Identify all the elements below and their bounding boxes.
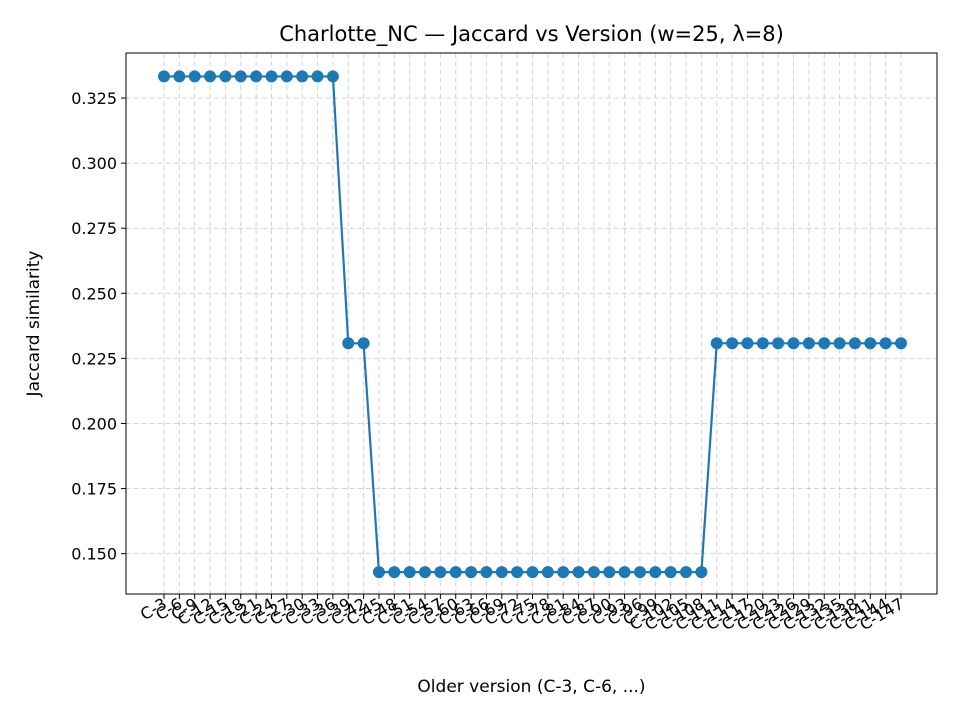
grid-layer	[126, 53, 937, 594]
data-point	[633, 566, 646, 579]
data-point	[864, 337, 877, 350]
y-tick-label: 0.250	[71, 284, 117, 303]
data-point	[357, 337, 370, 350]
data-point	[818, 337, 831, 350]
data-point	[326, 70, 339, 83]
data-point	[879, 337, 892, 350]
data-point	[756, 337, 769, 350]
y-tick-label: 0.150	[71, 545, 117, 564]
data-point	[726, 337, 739, 350]
data-point	[603, 566, 616, 579]
data-point	[787, 337, 800, 350]
data-point	[204, 70, 217, 83]
data-point	[618, 566, 631, 579]
data-point	[772, 337, 785, 350]
data-point	[833, 337, 846, 350]
data-point	[695, 566, 708, 579]
tick-layer: C-3C-6C-9C-12C-15C-18C-21C-24C-27C-30C-3…	[71, 89, 907, 634]
data-point	[403, 566, 416, 579]
data-point	[419, 566, 432, 579]
data-point	[649, 566, 662, 579]
data-point	[173, 70, 186, 83]
data-point	[511, 566, 524, 579]
data-point	[388, 566, 401, 579]
y-tick-label: 0.175	[71, 480, 117, 499]
data-point	[250, 70, 263, 83]
y-tick-label: 0.225	[71, 349, 117, 368]
data-point	[372, 566, 385, 579]
data-point	[572, 566, 585, 579]
data-point	[802, 337, 815, 350]
data-point	[342, 337, 355, 350]
data-point	[541, 566, 554, 579]
data-point	[311, 70, 324, 83]
series-layer	[158, 70, 907, 579]
y-tick-label: 0.325	[71, 89, 117, 108]
data-point	[895, 337, 907, 350]
data-point	[449, 566, 462, 579]
data-point	[557, 566, 570, 579]
data-point	[265, 70, 278, 83]
data-point	[664, 566, 677, 579]
data-point	[434, 566, 447, 579]
data-point	[741, 337, 754, 350]
data-point	[158, 70, 170, 83]
data-point	[848, 337, 861, 350]
data-point	[680, 566, 693, 579]
chart-title: Charlotte_NC — Jaccard vs Version (w=25,…	[279, 22, 784, 47]
y-tick-label: 0.200	[71, 414, 117, 433]
y-tick-label: 0.275	[71, 219, 117, 238]
data-point	[587, 566, 600, 579]
data-point	[465, 566, 478, 579]
data-point	[480, 566, 493, 579]
data-point	[495, 566, 508, 579]
data-point	[280, 70, 293, 83]
y-axis-label: Jaccard similarity	[24, 251, 44, 398]
data-point	[526, 566, 539, 579]
y-tick-label: 0.300	[71, 154, 117, 173]
data-point	[188, 70, 201, 83]
data-point	[219, 70, 232, 83]
data-point	[710, 337, 723, 350]
x-axis-label: Older version (C-3, C-6, ...)	[417, 677, 645, 697]
plot-frame	[125, 52, 938, 595]
data-point	[296, 70, 309, 83]
data-point	[234, 70, 247, 83]
